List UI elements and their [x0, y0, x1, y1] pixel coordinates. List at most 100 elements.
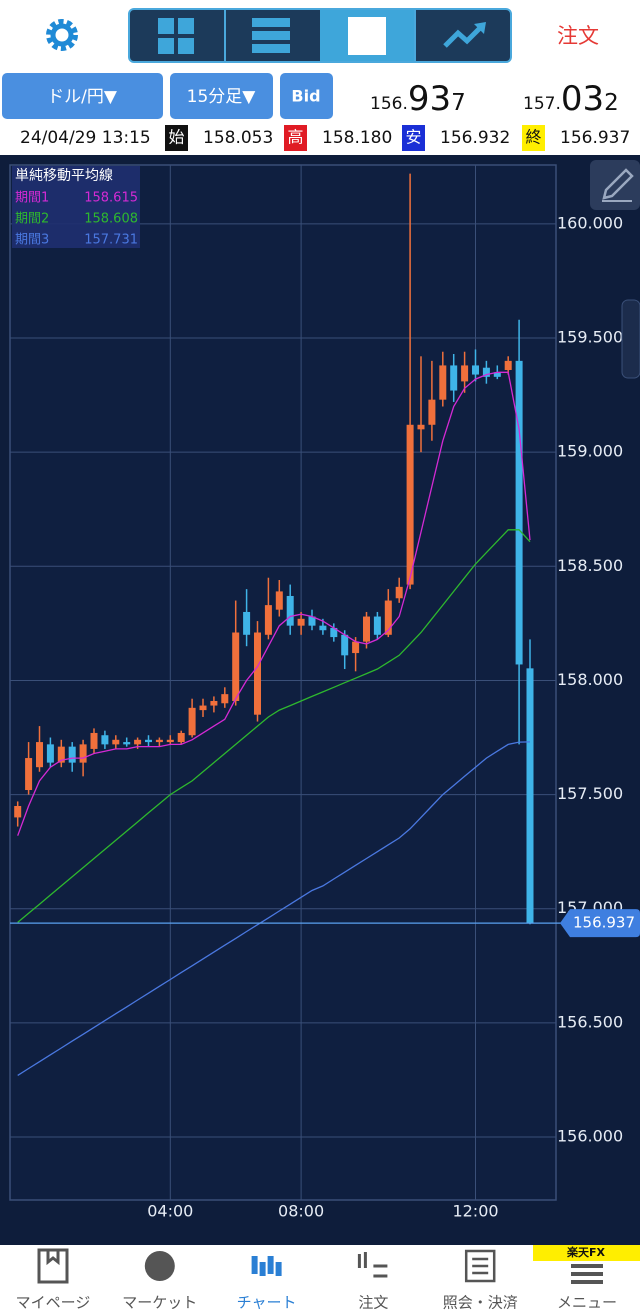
legend-entry: 期間2: [15, 212, 49, 227]
ohlc-badge-text: 始: [168, 128, 184, 147]
nav-icon: [37, 1248, 69, 1284]
candle-body: [482, 367, 490, 377]
candle-body: [123, 742, 131, 745]
pair-selector[interactable]: [2, 73, 163, 119]
candle-body: [177, 732, 185, 743]
y-tick-label: 158.000: [557, 670, 623, 689]
candle-body: [232, 632, 240, 701]
price-type-toggle[interactable]: [280, 73, 333, 119]
y-tick-label: 159.000: [557, 442, 623, 461]
candle-body: [330, 627, 338, 638]
nav-item[interactable]: チャート: [237, 1256, 297, 1312]
edit-button[interactable]: [590, 160, 640, 210]
ohlc-badge: [522, 125, 545, 151]
nav-item[interactable]: マイページ: [16, 1248, 91, 1312]
moving-average-line: [17, 741, 531, 1076]
candle-body: [363, 616, 370, 642]
candle-body: [112, 739, 120, 745]
candle-body: [25, 758, 33, 791]
moving-average-line: [17, 371, 531, 836]
candle-body: [210, 700, 218, 706]
ohlc-badge-text: 高: [287, 128, 303, 147]
nav-item[interactable]: 注文: [357, 1252, 388, 1312]
candle-body: [101, 735, 109, 745]
layout-grid-button[interactable]: [158, 18, 194, 54]
plot: 156.000156.500157.000157.500158.000158.5…: [10, 165, 640, 1221]
candle-body: [264, 605, 272, 635]
side-handle[interactable]: [621, 299, 640, 379]
ohlc-badge: [284, 125, 307, 151]
nav-label: チャート: [237, 1294, 297, 1312]
candle-body: [450, 365, 458, 391]
y-tick-label: 157.500: [557, 784, 623, 803]
y-tick-label: 156.000: [557, 1126, 623, 1145]
layout-switcher: [128, 8, 512, 63]
x-tick-label: 08:00: [278, 1202, 324, 1221]
ohlc-badge-text: 終: [525, 128, 541, 147]
y-tick-label: 160.000: [557, 213, 623, 232]
layout-list-button[interactable]: [252, 18, 290, 53]
datetime: 24/04/29 13:15: [20, 128, 151, 148]
current-price-label: 156.937: [573, 914, 635, 932]
legend-value: 158.608: [84, 212, 138, 227]
ohlc-badge: [402, 125, 425, 151]
candle-body: [155, 739, 163, 743]
y-tick-label: 156.500: [557, 1012, 623, 1031]
price-type-text: Bid: [291, 87, 320, 106]
candle-body: [134, 739, 142, 745]
legend-value: 158.615: [84, 191, 138, 206]
nav-icon: [251, 1256, 258, 1274]
candle-body: [145, 739, 152, 743]
candle-body: [254, 632, 261, 715]
nav-item[interactable]: マーケット: [122, 1251, 197, 1312]
nav-items: マイページ マーケット チャート 注文 照会・決済 メニュー: [16, 1248, 617, 1312]
nav-icon: [267, 1256, 274, 1274]
ohlc-value: 158.180: [322, 128, 392, 148]
layout-trend-button[interactable]: [443, 22, 486, 48]
candle-body: [199, 705, 207, 711]
candle-body: [439, 365, 447, 400]
legend-entry: 期間1: [15, 191, 49, 206]
candle-body: [221, 694, 229, 704]
candle-body: [395, 586, 403, 599]
candle-body: [373, 616, 381, 635]
pair-selector-text: ドル/円▼: [47, 87, 118, 107]
y-tick-label: 158.500: [557, 556, 623, 575]
candle-body: [406, 424, 414, 585]
candle-body: [36, 742, 43, 768]
candle-body: [286, 595, 294, 626]
candle-body: [188, 707, 196, 736]
legend-title: 単純移動平均線: [15, 168, 113, 184]
order-button[interactable]: 注文: [557, 24, 599, 48]
legend-value: 157.731: [84, 233, 138, 248]
ohlc-value: 156.937: [560, 128, 630, 148]
candle-body: [79, 744, 87, 763]
ask-price: 157.032: [523, 79, 619, 119]
candle-body: [297, 618, 305, 626]
nav-item[interactable]: メニュー: [557, 1264, 617, 1312]
nav-label: マイページ: [16, 1294, 91, 1312]
timeframe-selector[interactable]: [170, 73, 273, 119]
candle-body: [166, 739, 174, 743]
nav-item[interactable]: 照会・決済: [443, 1249, 518, 1312]
y-tick-label: 159.500: [557, 328, 623, 347]
bid-price: 156.937: [370, 79, 466, 119]
nav-icon: [357, 1252, 388, 1278]
ask-big: 03: [561, 79, 604, 119]
brand-badge: [533, 1245, 640, 1261]
ask-tail: 2: [604, 90, 619, 116]
nav-label: 注文: [358, 1294, 388, 1312]
nav-label: 照会・決済: [443, 1294, 518, 1312]
candle-body: [515, 360, 523, 665]
candle-body: [472, 365, 479, 375]
candle-body: [493, 372, 501, 377]
candle-body: [461, 365, 469, 382]
candle-body: [341, 634, 349, 656]
candle-body: [68, 746, 76, 763]
ask-head: 157.: [523, 94, 561, 114]
settings-button[interactable]: [46, 19, 78, 51]
x-tick-label: 12:00: [452, 1202, 498, 1221]
nav-icon: [144, 1251, 175, 1281]
candle-body: [352, 641, 360, 654]
